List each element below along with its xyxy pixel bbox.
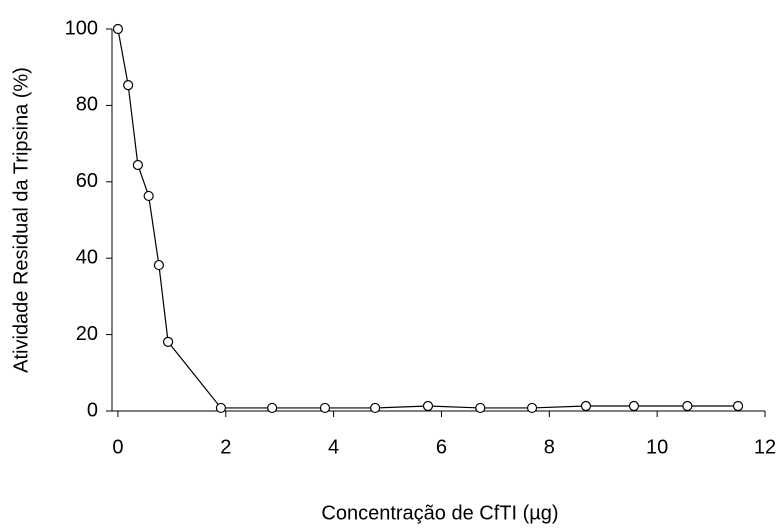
x-tick-label: 6 — [436, 436, 447, 458]
x-tick-label: 8 — [544, 436, 555, 458]
data-point — [143, 190, 154, 202]
data-point — [370, 402, 381, 414]
y-tick-label: 60 — [76, 170, 98, 192]
data-point — [732, 400, 744, 412]
data-point — [526, 402, 538, 414]
y-tick-label: 80 — [76, 94, 98, 116]
x-axis-label: Concentração de CfTI (µg) — [321, 502, 558, 524]
data-point — [132, 159, 143, 171]
y-tick-label: 40 — [76, 246, 98, 268]
data-point — [215, 402, 227, 414]
x-tick-label: 12 — [754, 436, 776, 458]
data-point — [112, 23, 124, 35]
x-tick-label: 4 — [328, 436, 339, 458]
x-tick-label: 2 — [220, 436, 231, 458]
data-line — [117, 28, 739, 409]
data-point — [123, 80, 134, 91]
y-axis-label: Atividade Residual da Tripsina (%) — [10, 67, 32, 373]
data-point — [162, 336, 174, 347]
y-tick-label: 0 — [87, 399, 98, 421]
data-point — [475, 402, 486, 414]
y-tick-label: 100 — [65, 17, 98, 39]
x-tick-label: 0 — [112, 436, 123, 458]
data-point — [628, 400, 640, 412]
data-point — [580, 400, 592, 412]
y-tick-label: 20 — [76, 323, 98, 345]
data-point — [153, 259, 165, 271]
data-point — [422, 400, 434, 412]
data-point — [267, 402, 278, 414]
data-point — [319, 402, 331, 414]
x-tick-label: 10 — [646, 436, 668, 458]
data-point — [682, 400, 693, 412]
